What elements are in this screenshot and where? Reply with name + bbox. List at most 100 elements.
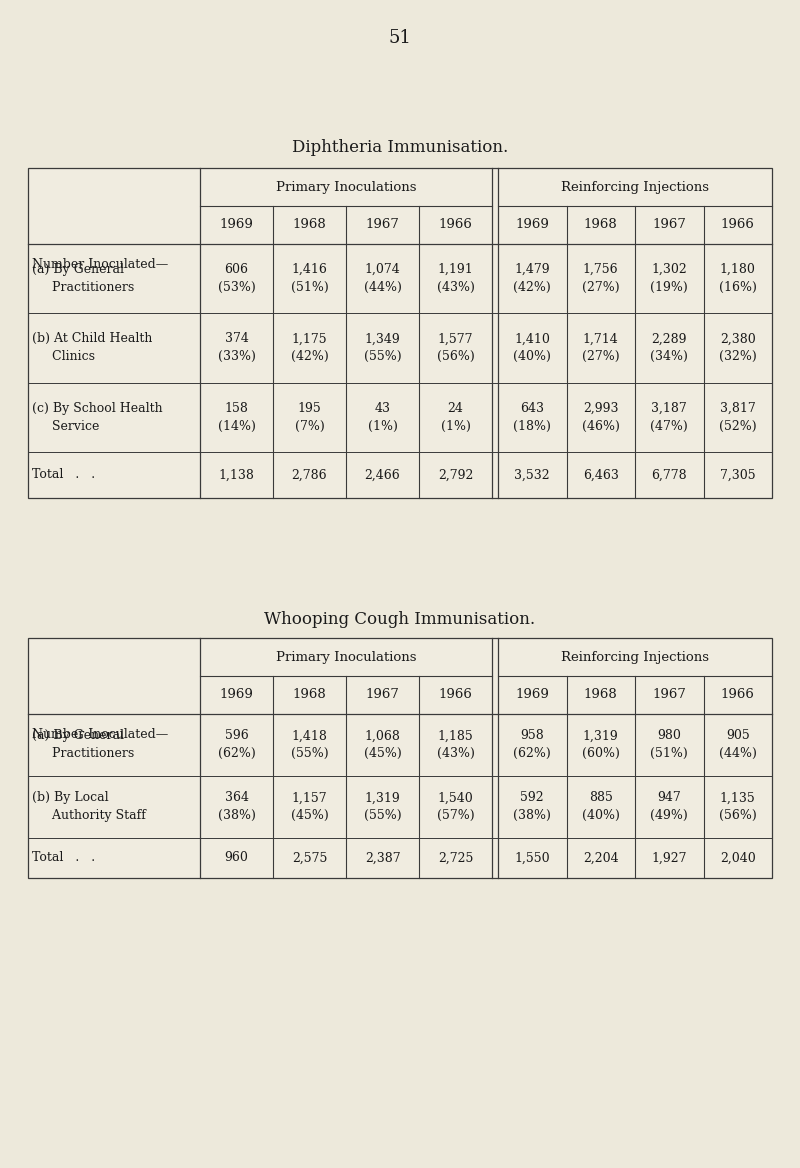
Text: (40%): (40%) [582,809,620,822]
Text: 905: 905 [726,730,750,743]
Text: 1,479: 1,479 [514,263,550,276]
Text: (38%): (38%) [218,809,255,822]
Text: (45%): (45%) [364,748,402,760]
Text: (43%): (43%) [437,748,474,760]
Text: 1967: 1967 [366,218,399,231]
Text: (1%): (1%) [441,419,470,432]
Text: (60%): (60%) [582,748,620,760]
Text: 1,319: 1,319 [365,792,400,805]
Text: (33%): (33%) [218,350,255,363]
Text: 1,074: 1,074 [365,263,400,276]
Text: 195: 195 [298,402,322,415]
Text: Total   .   .: Total . . [32,468,95,481]
Text: (43%): (43%) [437,281,474,294]
Text: (52%): (52%) [719,419,757,432]
Text: (1%): (1%) [367,419,398,432]
Text: 1,349: 1,349 [365,333,400,346]
Text: 364: 364 [225,792,249,805]
Text: Service: Service [32,419,99,432]
Text: Practitioners: Practitioners [32,281,134,294]
Text: 1968: 1968 [293,218,326,231]
Text: 1,927: 1,927 [651,851,687,864]
Text: Number Inoculated—: Number Inoculated— [32,258,168,271]
Text: (49%): (49%) [650,809,688,822]
Text: 2,380: 2,380 [720,333,756,346]
Text: 43: 43 [374,402,390,415]
Text: 158: 158 [225,402,249,415]
Text: 374: 374 [225,333,249,346]
Text: Diphtheria Immunisation.: Diphtheria Immunisation. [292,139,508,157]
Text: 596: 596 [225,730,248,743]
Text: Clinics: Clinics [32,350,95,363]
Text: 1966: 1966 [438,688,473,702]
Bar [28,638,772,878]
Text: 1,157: 1,157 [292,792,327,805]
Text: 1,540: 1,540 [438,792,474,805]
Text: (42%): (42%) [514,281,551,294]
Text: 1967: 1967 [366,688,399,702]
Text: 3,532: 3,532 [514,468,550,481]
Text: 1,138: 1,138 [218,468,254,481]
Text: 1969: 1969 [219,688,254,702]
Text: 1969: 1969 [515,218,549,231]
Text: (44%): (44%) [363,281,402,294]
Text: (27%): (27%) [582,350,619,363]
Text: 1,550: 1,550 [514,851,550,864]
Text: 3,817: 3,817 [720,402,756,415]
Text: 1,319: 1,319 [583,730,618,743]
Text: (38%): (38%) [514,809,551,822]
Text: 2,575: 2,575 [292,851,327,864]
Text: 980: 980 [658,730,681,743]
Text: 606: 606 [225,263,249,276]
Text: 2,792: 2,792 [438,468,473,481]
Text: (56%): (56%) [719,809,757,822]
Text: 1968: 1968 [584,688,618,702]
Text: 2,387: 2,387 [365,851,400,864]
Text: 51: 51 [389,29,411,47]
Text: 1969: 1969 [515,688,549,702]
Text: (42%): (42%) [290,350,328,363]
Text: (14%): (14%) [218,419,255,432]
Text: (34%): (34%) [650,350,688,363]
Text: 1,756: 1,756 [583,263,618,276]
Text: (55%): (55%) [364,350,402,363]
Text: 1,577: 1,577 [438,333,474,346]
Text: 2,466: 2,466 [365,468,400,481]
Text: Practitioners: Practitioners [32,748,134,760]
Text: 24: 24 [447,402,463,415]
Text: (55%): (55%) [364,809,402,822]
Text: 1967: 1967 [652,688,686,702]
Text: 2,040: 2,040 [720,851,756,864]
Text: 1,191: 1,191 [438,263,474,276]
Text: (18%): (18%) [514,419,551,432]
Text: (47%): (47%) [650,419,688,432]
Text: 1968: 1968 [293,688,326,702]
Text: 1966: 1966 [721,218,754,231]
Text: (46%): (46%) [582,419,620,432]
Text: 958: 958 [520,730,544,743]
Text: Total   .   .: Total . . [32,851,95,864]
Text: 885: 885 [589,792,613,805]
Text: Authority Staff: Authority Staff [32,809,146,822]
Text: (19%): (19%) [650,281,688,294]
Text: 1966: 1966 [721,688,754,702]
Text: 1969: 1969 [219,218,254,231]
Text: (57%): (57%) [437,809,474,822]
Text: (44%): (44%) [719,748,757,760]
Bar [28,168,772,498]
Text: 6,463: 6,463 [583,468,618,481]
Text: 1,302: 1,302 [651,263,687,276]
Text: Primary Inoculations: Primary Inoculations [276,181,416,194]
Text: 1,185: 1,185 [438,730,474,743]
Text: (32%): (32%) [719,350,757,363]
Text: 1,135: 1,135 [720,792,756,805]
Text: Reinforcing Injections: Reinforcing Injections [561,651,709,663]
Text: (27%): (27%) [582,281,619,294]
Text: 7,305: 7,305 [720,468,755,481]
Text: 1,714: 1,714 [583,333,618,346]
Text: 592: 592 [521,792,544,805]
Text: (51%): (51%) [650,748,688,760]
Text: 960: 960 [225,851,249,864]
Text: (62%): (62%) [218,748,255,760]
Text: (b) By Local: (b) By Local [32,792,109,805]
